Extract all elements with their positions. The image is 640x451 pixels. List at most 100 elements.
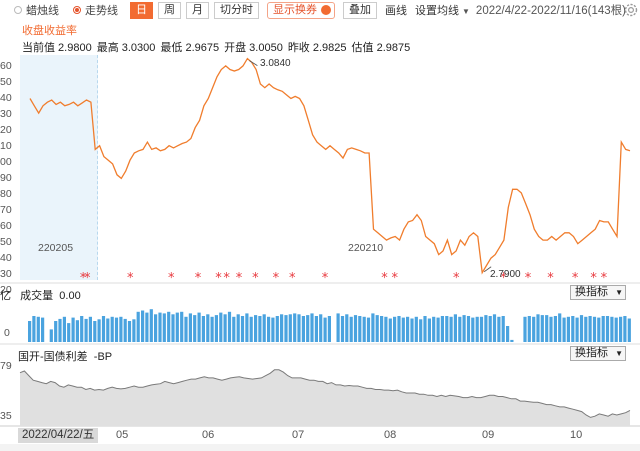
selected-range-highlight — [20, 55, 98, 280]
volume-bar — [249, 316, 253, 342]
gear-icon[interactable] — [623, 2, 639, 18]
volume-bar — [323, 317, 327, 342]
x-label-10: 10 — [570, 429, 583, 441]
volume-bar — [497, 316, 501, 342]
volume-bar — [605, 316, 610, 342]
indicator-button-volume[interactable]: 换指标 ▼ — [570, 285, 626, 300]
y-axis-label: 50 — [0, 76, 12, 88]
swap-marker: * — [547, 271, 554, 286]
period-day-button[interactable]: 日 — [130, 1, 153, 19]
volume-bar — [432, 316, 436, 342]
volume-bar — [106, 318, 110, 342]
trend-radio[interactable]: 走势线 — [73, 2, 118, 18]
volume-bar — [523, 316, 527, 342]
volume-bar — [588, 316, 592, 342]
volume-bar — [366, 317, 371, 342]
ma-settings-dropdown[interactable]: 设置均线 ▼ — [415, 5, 470, 17]
volume-bar — [110, 316, 114, 342]
volume-bar — [545, 315, 549, 342]
volume-bar — [553, 316, 557, 342]
swap-marker: * — [289, 271, 296, 286]
minute-split-button[interactable]: 切分时 — [214, 1, 259, 19]
volume-bar — [145, 312, 149, 342]
quote-open: 开盘 3.0050 — [224, 42, 283, 54]
volume-bar — [219, 312, 223, 342]
volume-bar — [127, 321, 132, 342]
volume-bar — [384, 316, 388, 342]
y-axis-label: 20 — [0, 284, 12, 296]
period-week-button[interactable]: 周 — [158, 1, 181, 19]
quote-prev: 昨收 2.9825 — [287, 42, 347, 54]
quote-est: 估值 2.9875 — [351, 42, 411, 54]
x-label-06: 06 — [202, 429, 215, 441]
scroll-strip[interactable] — [0, 444, 640, 451]
x-label-08: 08 — [384, 429, 397, 441]
y-axis-label: 80 — [0, 188, 12, 200]
volume-bar — [375, 315, 379, 342]
volume-label: 亿 成交量 0.00 — [0, 290, 81, 302]
volume-bar — [501, 316, 505, 342]
quote-bar: 当前值 2.9800 最高 3.0300 最低 2.9675 开盘 3.0050 昨收 … — [22, 39, 415, 55]
volume-bar — [306, 315, 310, 342]
max-pointer — [249, 60, 258, 66]
volume-bar — [271, 317, 275, 342]
volume-bar — [71, 317, 75, 342]
y-axis-label: 60 — [0, 60, 12, 72]
volume-bar — [549, 316, 553, 342]
x-label-05: 05 — [116, 429, 129, 441]
volume-bar — [245, 313, 249, 342]
volume-bar — [184, 316, 188, 342]
volume-bar — [575, 317, 579, 342]
draw-line-button[interactable]: 画线 — [385, 5, 407, 17]
volume-bar — [536, 314, 540, 342]
volume-bar — [484, 315, 488, 342]
volume-bar — [240, 316, 245, 342]
y-axis-label: 70 — [0, 204, 12, 216]
volume-bar — [201, 316, 205, 342]
indicator-button-spread[interactable]: 换指标 ▼ — [570, 346, 626, 361]
volume-bar — [423, 316, 427, 342]
volume-bar — [584, 316, 588, 342]
quote-current: 当前值 2.9800 — [22, 42, 92, 54]
volume-bar — [58, 318, 62, 342]
volume-bar — [614, 317, 618, 342]
swap-marker: * — [168, 271, 175, 286]
volume-bar — [206, 314, 210, 342]
volume-bar — [158, 312, 162, 342]
volume-bar — [401, 317, 405, 342]
candle-radio[interactable]: 蜡烛线 — [14, 2, 59, 18]
volume-bar — [475, 316, 479, 342]
volume-bar — [445, 316, 449, 342]
volume-bar — [562, 317, 566, 342]
swap-marker: * — [252, 271, 259, 286]
y-axis-label: 90 — [0, 172, 12, 184]
volume-bar — [41, 317, 45, 342]
volume-bar — [393, 316, 397, 342]
volume-bar — [149, 309, 153, 342]
volume-bar — [88, 316, 92, 342]
volume-bar — [358, 316, 362, 342]
volume-bar — [362, 316, 366, 342]
bond-label-220210: 220210 — [348, 242, 384, 254]
period-month-button[interactable]: 月 — [186, 1, 209, 19]
volume-bar — [188, 313, 192, 342]
volume-bar — [488, 316, 492, 342]
swap-marker: * — [236, 271, 243, 286]
volume-bar — [28, 321, 32, 342]
volume-bar — [297, 314, 301, 342]
volume-bar — [532, 316, 536, 342]
swap-marker: * — [381, 271, 388, 286]
toolbar: 蜡烛线 走势线 日 周 月 切分时 显示换券 叠加 画线 设置均线 ▼ 2022/… — [0, 0, 640, 20]
swap-marker: * — [80, 271, 87, 286]
y-axis-label: 30 — [0, 268, 12, 280]
volume-bar — [345, 314, 349, 342]
volume-bar — [262, 314, 266, 342]
radio-selected-icon — [73, 6, 81, 14]
volume-bar — [327, 316, 331, 342]
volume-bar — [288, 314, 292, 342]
volume-bar — [462, 315, 466, 342]
overlay-button[interactable]: 叠加 — [343, 1, 377, 19]
show-swap-toggle[interactable]: 显示换券 — [267, 1, 335, 19]
swap-marker: * — [453, 271, 460, 286]
